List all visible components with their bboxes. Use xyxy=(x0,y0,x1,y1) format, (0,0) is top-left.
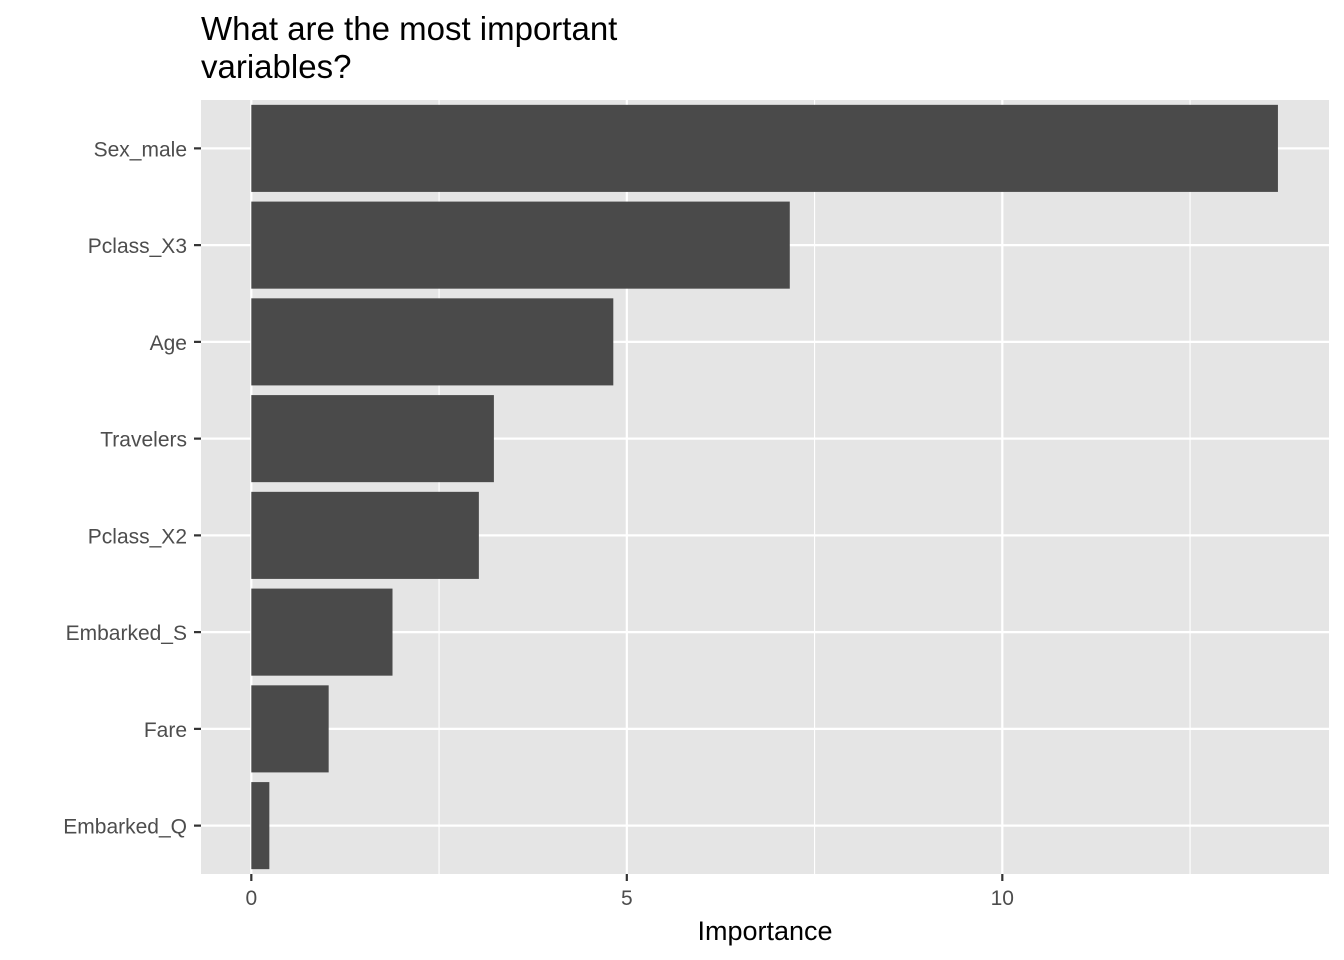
x-axis: 0 5 10 xyxy=(245,874,1014,910)
x-tick-label: 5 xyxy=(621,887,633,910)
bar-fare xyxy=(251,685,329,773)
y-tick-label: Embarked_Q xyxy=(63,816,187,839)
y-axis: Sex_male Pclass_X3 Age Travelers Pclass_X2 Em… xyxy=(63,138,201,839)
bar-sex-male xyxy=(251,104,1278,192)
bar-embarked-s xyxy=(251,588,393,676)
chart-title-line-1: What are the most important xyxy=(201,10,618,47)
y-tick-label: Sex_male xyxy=(94,138,187,161)
y-tick-label: Travelers xyxy=(100,429,187,452)
x-tick-label: 0 xyxy=(245,887,257,910)
bar-pclass-x3 xyxy=(251,201,790,289)
bar-age xyxy=(251,298,614,386)
bar-pclass-x2 xyxy=(251,491,479,579)
y-tick-label: Embarked_S xyxy=(66,622,187,645)
bar-travelers xyxy=(251,395,494,483)
y-tick-label: Fare xyxy=(144,719,187,742)
x-axis-title: Importance xyxy=(697,916,832,946)
bar-embarked-q xyxy=(251,782,270,870)
y-tick-label: Pclass_X2 xyxy=(88,525,187,548)
chart-title-line-2: variables? xyxy=(201,48,352,85)
y-tick-label: Pclass_X3 xyxy=(88,235,187,258)
bars xyxy=(251,104,1278,870)
y-tick-label: Age xyxy=(150,332,187,355)
x-tick-label: 10 xyxy=(991,887,1014,910)
